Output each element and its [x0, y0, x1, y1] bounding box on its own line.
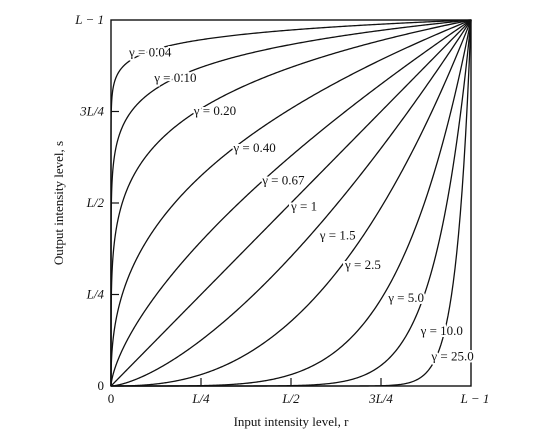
gamma-curve-1 [110, 19, 472, 386]
y-tick-label-3: 3L/4 [79, 104, 104, 119]
gamma-label-4: γ = 0.67 [261, 173, 305, 188]
gamma-label-0: γ = 0.04 [128, 45, 172, 60]
gamma-curve-4 [110, 19, 472, 386]
x-tick-label-0: 0 [108, 391, 115, 406]
gamma-label-7: γ = 2.5 [344, 257, 381, 272]
gamma-label-1: γ = 0.10 [153, 70, 196, 85]
gamma-curve-0 [110, 19, 472, 386]
gamma-curve-6 [111, 19, 472, 387]
gamma-label-3: γ = 0.40 [232, 140, 275, 155]
gamma-label-10: γ = 25.0 [430, 348, 473, 363]
gamma-curve-3 [110, 19, 472, 386]
x-tick-label-4: L − 1 [460, 391, 490, 406]
y-tick-label-4: L − 1 [74, 12, 104, 27]
gamma-label-9: γ = 10.0 [420, 323, 463, 338]
y-tick-label-2: L/2 [86, 195, 105, 210]
gamma-labels-group: γ = 0.04 γ = 0.10 γ = 0.20 γ = 0.40 γ = 0.67… [126, 43, 476, 366]
y-axis-title: Output intensity level, s [51, 141, 66, 265]
x-tick-label-1: L/4 [191, 391, 210, 406]
x-tick-label-3: 3L/4 [368, 391, 393, 406]
gamma-label-6: γ = 1.5 [319, 228, 356, 243]
x-tick-label-2: L/2 [281, 391, 300, 406]
gamma-label-8: γ = 5.0 [387, 290, 424, 305]
y-ticks-group: 0 L/4 L/2 3L/4 L − 1 [74, 12, 119, 393]
x-axis-title: Input intensity level, r [234, 414, 349, 429]
gamma-curve-2 [110, 19, 472, 386]
x-ticks-group: 0 L/4 L/2 3L/4 L − 1 [108, 378, 490, 406]
y-tick-label-0: 0 [98, 378, 105, 393]
gamma-curve-5 [110, 19, 472, 387]
y-tick-label-1: L/4 [86, 287, 105, 302]
gamma-label-2: γ = 0.20 [193, 103, 236, 118]
gamma-label-5: γ = 1 [290, 198, 317, 213]
